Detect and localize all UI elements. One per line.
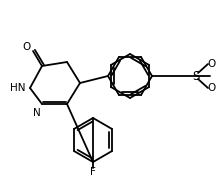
Text: O: O bbox=[22, 42, 30, 52]
Text: HN: HN bbox=[10, 83, 26, 93]
Text: S: S bbox=[192, 70, 200, 83]
Text: N: N bbox=[33, 108, 41, 118]
Text: O: O bbox=[208, 59, 216, 69]
Text: F: F bbox=[90, 167, 96, 177]
Text: O: O bbox=[208, 83, 216, 93]
